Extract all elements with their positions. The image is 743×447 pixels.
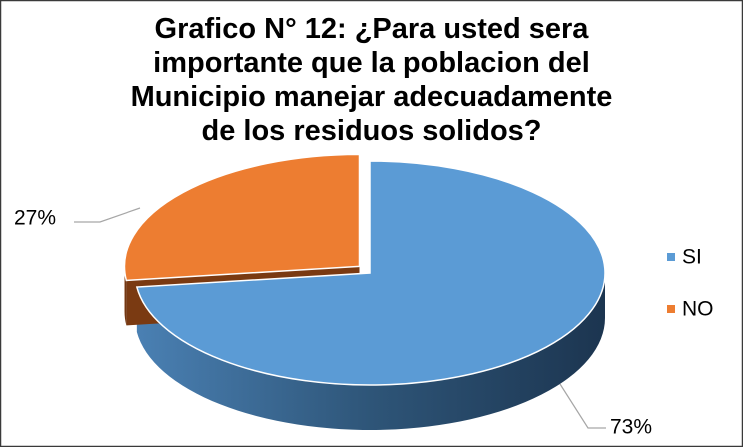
slice <box>135 160 606 386</box>
legend-swatch <box>667 305 675 313</box>
leader-line <box>74 207 141 223</box>
data-label: 73% <box>610 416 652 439</box>
data-label: 27% <box>14 207 56 230</box>
legend-swatch <box>667 253 675 261</box>
legend-label: NO <box>682 298 714 321</box>
leader-line <box>559 383 606 429</box>
chart-title: Grafico N° 12: ¿Para usted sera importan… <box>130 13 613 147</box>
slice <box>123 153 361 282</box>
slice-side <box>136 273 606 430</box>
legend-label: SI <box>682 246 702 269</box>
